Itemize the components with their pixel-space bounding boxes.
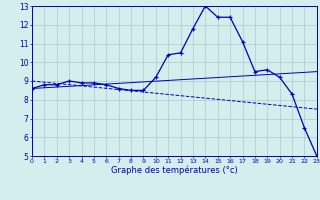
X-axis label: Graphe des températures (°c): Graphe des températures (°c) — [111, 166, 238, 175]
